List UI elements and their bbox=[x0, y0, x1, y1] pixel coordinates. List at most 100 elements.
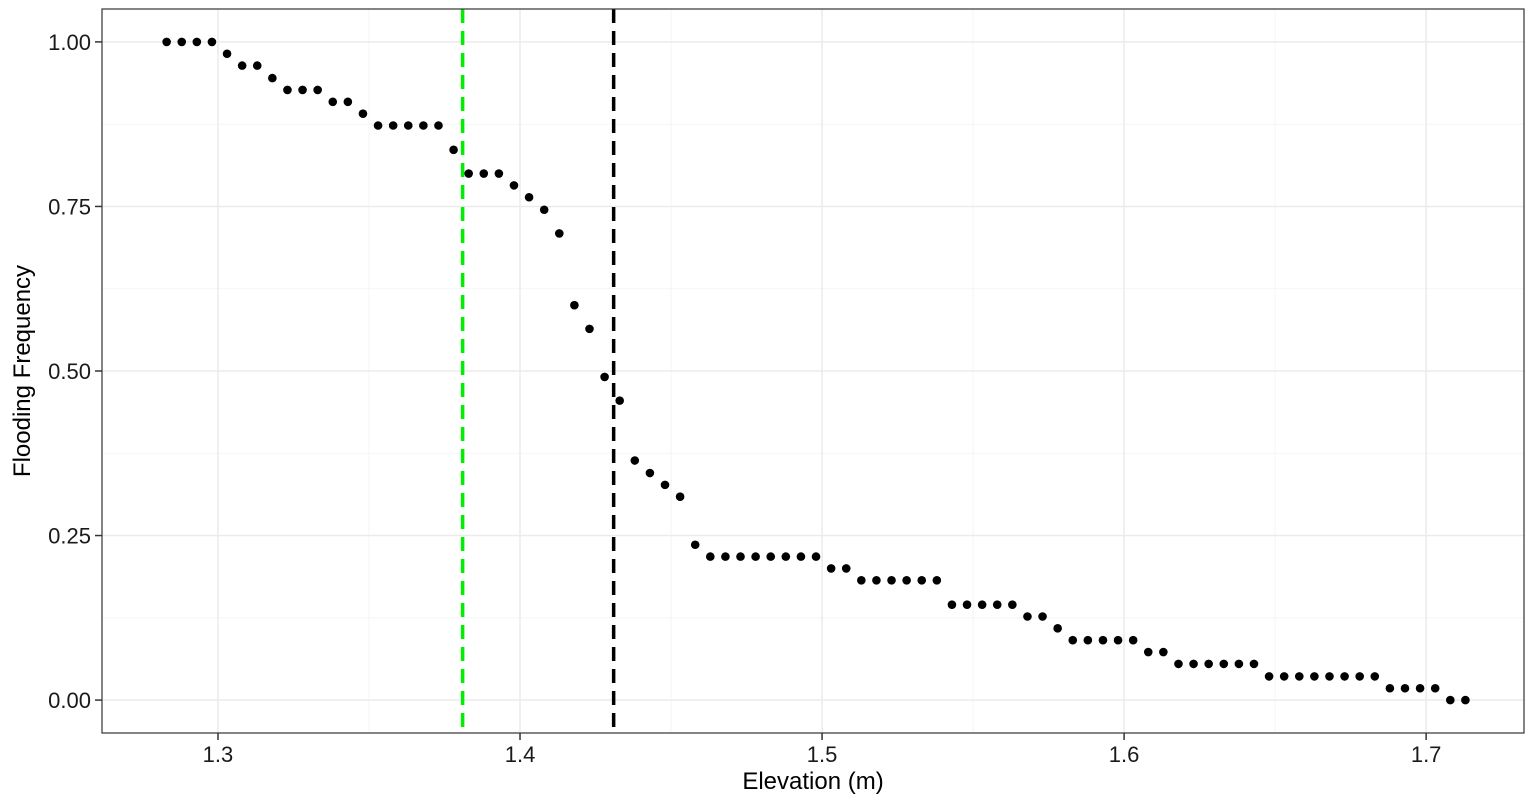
data-point bbox=[887, 576, 896, 585]
data-point bbox=[1446, 695, 1455, 705]
data-point bbox=[1400, 683, 1410, 693]
data-point bbox=[811, 552, 821, 561]
data-point bbox=[1264, 672, 1274, 681]
y-tick-label: 0.75 bbox=[48, 194, 91, 219]
data-point bbox=[675, 492, 685, 502]
data-point bbox=[464, 169, 473, 178]
data-point bbox=[1008, 600, 1017, 609]
data-point bbox=[1370, 672, 1380, 681]
data-point bbox=[690, 540, 700, 550]
data-point bbox=[570, 300, 579, 310]
x-tick-label: 1.4 bbox=[505, 742, 536, 767]
data-point bbox=[222, 49, 232, 59]
data-point bbox=[283, 85, 292, 95]
y-tick-label: 0.00 bbox=[48, 688, 91, 713]
data-point bbox=[615, 396, 624, 405]
data-point bbox=[645, 468, 655, 478]
data-point bbox=[1053, 624, 1062, 633]
data-point bbox=[554, 229, 564, 238]
data-point bbox=[1023, 612, 1032, 621]
data-point bbox=[841, 564, 851, 573]
data-point bbox=[192, 37, 202, 47]
data-point bbox=[1294, 672, 1304, 681]
data-point bbox=[1189, 659, 1198, 669]
data-point bbox=[630, 456, 640, 465]
data-point bbox=[207, 37, 217, 47]
gridlines bbox=[102, 9, 1524, 733]
data-point bbox=[1083, 635, 1093, 645]
data-point bbox=[1159, 647, 1168, 657]
data-point bbox=[524, 192, 534, 202]
data-point bbox=[298, 85, 307, 95]
data-point bbox=[252, 61, 262, 70]
data-point bbox=[1415, 683, 1425, 693]
data-point bbox=[449, 145, 458, 155]
data-point bbox=[313, 85, 322, 95]
data-point bbox=[419, 121, 428, 130]
data-point bbox=[1143, 647, 1153, 657]
data-point bbox=[826, 564, 836, 573]
data-point bbox=[494, 169, 504, 178]
data-point bbox=[373, 121, 383, 130]
data-point bbox=[1325, 672, 1334, 681]
data-point bbox=[872, 576, 881, 585]
data-point bbox=[177, 37, 187, 47]
data-point bbox=[237, 61, 247, 70]
data-point bbox=[1340, 672, 1349, 681]
data-point bbox=[1234, 659, 1244, 669]
data-point bbox=[751, 552, 760, 561]
data-point bbox=[1461, 695, 1470, 705]
data-point bbox=[706, 552, 715, 561]
data-point bbox=[1174, 659, 1183, 669]
data-point bbox=[1385, 683, 1395, 693]
data-point bbox=[796, 552, 806, 561]
data-point bbox=[600, 372, 609, 382]
data-point bbox=[1219, 659, 1229, 669]
y-tick-label: 1.00 bbox=[48, 30, 91, 55]
data-point bbox=[343, 97, 353, 107]
data-point bbox=[781, 552, 791, 561]
y-tick-label: 0.25 bbox=[48, 524, 91, 549]
data-point bbox=[902, 576, 911, 585]
data-point bbox=[1355, 672, 1364, 681]
x-tick-label: 1.7 bbox=[1411, 742, 1442, 767]
y-axis-ticks: 0.00 0.25 0.50 0.75 1.00 bbox=[48, 30, 102, 713]
data-point bbox=[977, 600, 987, 609]
data-point bbox=[766, 552, 776, 561]
data-point bbox=[1249, 659, 1259, 669]
data-point bbox=[434, 121, 443, 130]
data-point bbox=[268, 73, 277, 83]
y-axis-title: Flooding Frequency bbox=[9, 265, 36, 477]
data-point bbox=[932, 576, 942, 585]
data-point bbox=[539, 205, 549, 215]
data-point bbox=[992, 600, 1002, 609]
data-point bbox=[917, 576, 927, 585]
data-points bbox=[162, 37, 1470, 705]
data-point bbox=[1038, 612, 1047, 621]
data-point bbox=[1113, 635, 1123, 645]
data-point bbox=[509, 181, 519, 190]
data-point bbox=[585, 324, 594, 334]
data-point bbox=[1204, 659, 1213, 669]
data-point bbox=[479, 169, 489, 178]
x-tick-label: 1.6 bbox=[1109, 742, 1140, 767]
data-point bbox=[660, 480, 670, 490]
data-point bbox=[162, 37, 171, 47]
data-point bbox=[1068, 635, 1078, 645]
x-axis-ticks: 1.3 1.4 1.5 1.6 1.7 bbox=[203, 733, 1442, 767]
data-point bbox=[328, 97, 338, 107]
data-point bbox=[1098, 635, 1108, 645]
data-point bbox=[1279, 672, 1289, 681]
data-point bbox=[962, 600, 972, 609]
data-point bbox=[857, 576, 866, 585]
data-point bbox=[403, 121, 413, 130]
x-axis-title: Elevation (m) bbox=[742, 768, 883, 795]
x-tick-label: 1.5 bbox=[807, 742, 838, 767]
data-point bbox=[736, 552, 745, 561]
reference-lines bbox=[460, 9, 616, 733]
x-tick-label: 1.3 bbox=[203, 742, 234, 767]
data-point bbox=[358, 109, 368, 118]
y-tick-label: 0.50 bbox=[48, 359, 91, 384]
